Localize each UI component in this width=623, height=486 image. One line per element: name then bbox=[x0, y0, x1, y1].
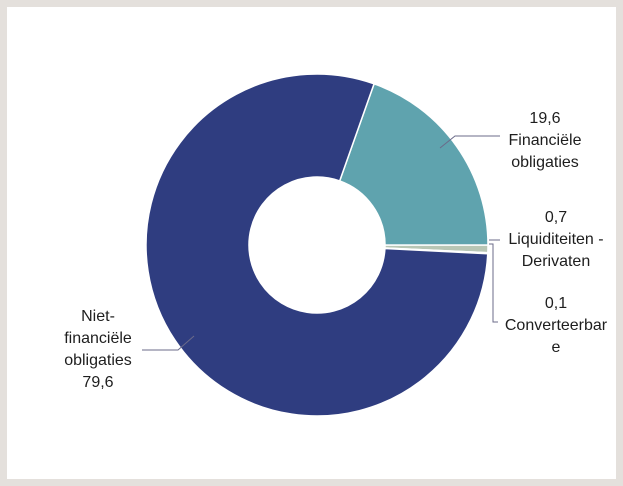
data-label-3: Niet-financiële obligaties 79,6 bbox=[64, 308, 132, 391]
data-label-line: Liquiditeiten - bbox=[508, 231, 603, 248]
data-label-line: 0,7 bbox=[545, 209, 567, 226]
leader-line-3 bbox=[142, 335, 195, 351]
slice-financi-le-obligaties bbox=[338, 82, 489, 246]
leader-line-0 bbox=[439, 135, 500, 149]
data-label-2: 0,1 Converteerbar e bbox=[505, 295, 608, 356]
data-label-line: financiële bbox=[64, 330, 132, 347]
data-label-line: Financiële bbox=[509, 132, 582, 149]
data-label-line: obligaties bbox=[511, 154, 579, 171]
data-label-line: Niet- bbox=[81, 308, 115, 325]
slice-niet-financi-le-obligaties bbox=[145, 73, 489, 417]
data-label-line: 19,6 bbox=[529, 110, 560, 127]
data-label-line: obligaties bbox=[64, 352, 132, 369]
data-label-1: 0,7 Liquiditeiten - Derivaten bbox=[508, 209, 603, 270]
slices-group bbox=[145, 73, 489, 417]
data-label-line: Converteerbar bbox=[505, 317, 608, 334]
data-label-line: 0,1 bbox=[545, 295, 567, 312]
leader-lines-group bbox=[142, 135, 500, 351]
data-label-line: e bbox=[552, 339, 561, 356]
leader-line-2 bbox=[489, 243, 498, 323]
data-label-0: 19,6 Financiële obligaties bbox=[509, 110, 582, 171]
labels-group: 19,6 Financiële obligaties 0,7 Liquiditeiten… bbox=[64, 110, 608, 391]
data-label-line: Derivaten bbox=[522, 253, 590, 270]
data-label-line: 79,6 bbox=[82, 374, 113, 391]
